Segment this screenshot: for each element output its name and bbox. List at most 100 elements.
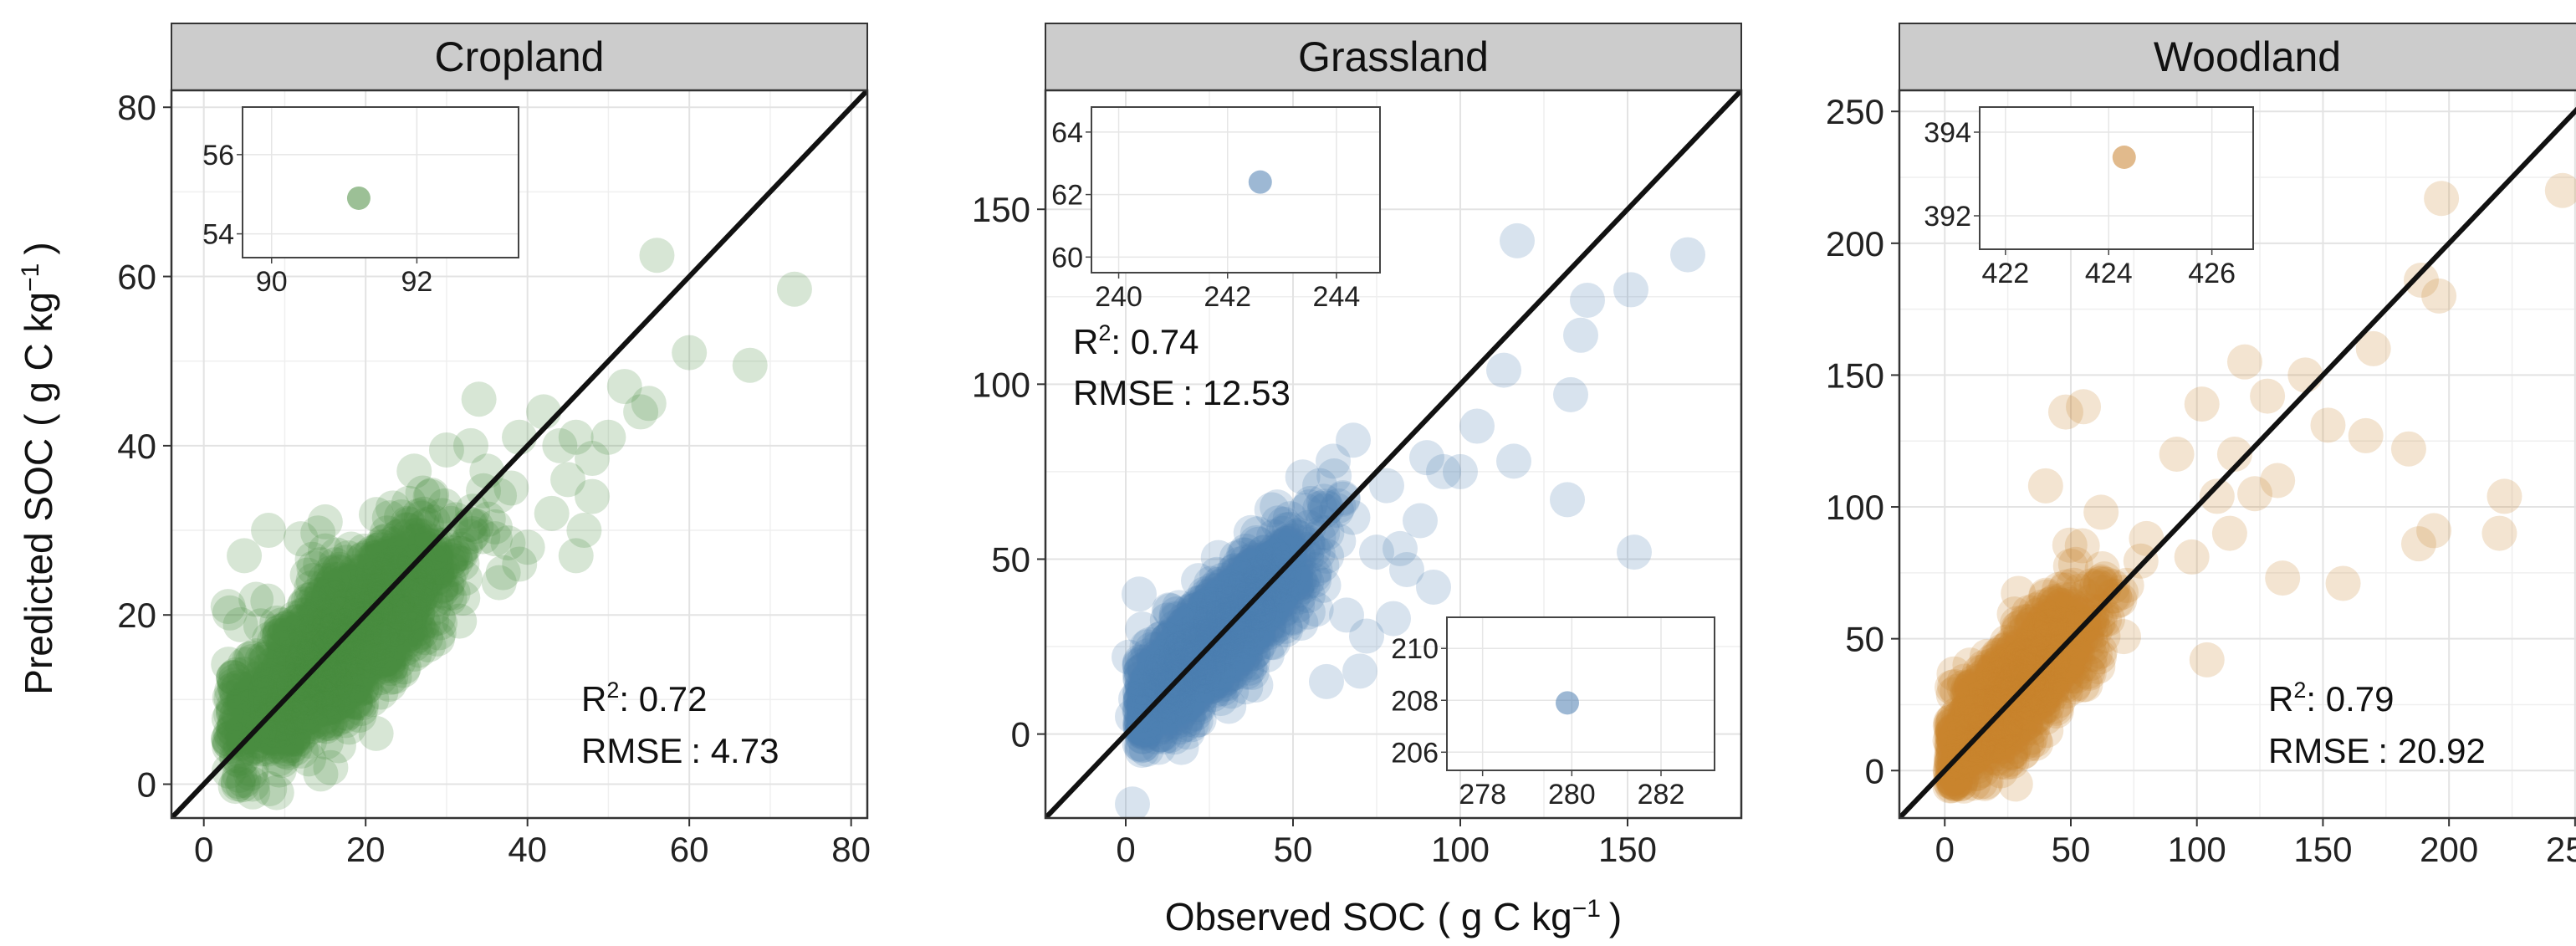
data-point xyxy=(373,597,409,633)
data-point xyxy=(1234,644,1270,680)
panel-title-grassland: Grassland xyxy=(1298,33,1489,80)
data-point xyxy=(330,587,366,623)
data-point xyxy=(1416,569,1451,605)
data-point xyxy=(1163,615,1199,651)
data-point xyxy=(294,541,330,577)
data-point xyxy=(299,611,335,647)
data-point xyxy=(381,643,417,679)
data-point xyxy=(251,720,287,756)
data-point xyxy=(442,603,478,639)
data-point xyxy=(376,542,412,578)
data-point xyxy=(406,526,442,562)
x-tick-label: 100 xyxy=(1431,830,1490,869)
data-point xyxy=(1230,611,1266,647)
data-point xyxy=(335,624,371,660)
data-point xyxy=(1409,440,1444,476)
data-point xyxy=(291,696,327,732)
data-point xyxy=(392,565,428,601)
data-point xyxy=(229,681,265,717)
data-point xyxy=(1212,580,1248,616)
data-point xyxy=(355,626,391,662)
data-point xyxy=(341,698,377,734)
data-point xyxy=(360,609,396,645)
data-point xyxy=(294,689,330,725)
data-point xyxy=(1139,632,1175,667)
data-point xyxy=(355,643,391,679)
data-point xyxy=(309,626,345,662)
data-point xyxy=(350,558,386,594)
data-point xyxy=(279,655,314,691)
data-point xyxy=(322,661,358,697)
data-point xyxy=(344,669,380,705)
data-point xyxy=(211,647,247,683)
data-point xyxy=(316,570,352,606)
data-point xyxy=(316,688,352,724)
data-point xyxy=(326,661,362,697)
data-point xyxy=(438,543,474,579)
data-point xyxy=(266,646,302,682)
data-point xyxy=(1215,575,1251,611)
data-point xyxy=(273,639,309,675)
data-point xyxy=(295,638,331,674)
data-point xyxy=(1127,672,1163,708)
data-point xyxy=(1190,607,1226,643)
data-point xyxy=(354,584,390,620)
data-point xyxy=(274,630,310,666)
y-tick-label: 50 xyxy=(1845,620,1884,659)
data-point xyxy=(212,729,248,764)
data-point xyxy=(346,574,382,610)
data-point xyxy=(326,658,362,694)
data-point xyxy=(606,369,642,405)
data-point xyxy=(417,555,453,591)
data-point xyxy=(338,618,374,654)
data-point xyxy=(363,554,399,590)
data-point xyxy=(465,519,501,555)
data-point xyxy=(732,347,768,383)
data-point xyxy=(317,580,353,616)
data-point xyxy=(348,607,384,643)
data-point xyxy=(365,614,401,650)
data-point xyxy=(388,609,424,645)
data-point xyxy=(1214,638,1250,674)
data-point xyxy=(376,611,412,647)
data-point xyxy=(318,665,354,701)
data-point xyxy=(405,605,441,641)
data-point xyxy=(243,608,279,644)
data-point xyxy=(282,636,318,672)
data-point xyxy=(382,591,418,626)
data-point xyxy=(1163,696,1199,732)
data-point xyxy=(2088,566,2124,602)
data-point xyxy=(401,611,437,647)
data-point xyxy=(435,534,471,570)
data-point xyxy=(423,573,459,609)
data-point xyxy=(2211,515,2247,551)
data-point xyxy=(339,640,375,676)
data-point xyxy=(340,667,376,703)
data-point xyxy=(308,616,344,652)
data-point xyxy=(253,664,289,700)
data-point xyxy=(310,591,346,627)
data-point xyxy=(417,560,453,596)
data-point xyxy=(364,602,400,638)
data-point xyxy=(295,647,331,683)
data-point xyxy=(298,685,334,721)
data-point xyxy=(289,614,325,650)
data-point xyxy=(335,642,371,678)
data-point xyxy=(1237,585,1273,621)
data-point xyxy=(381,550,417,586)
inset-y-tick-label: 64 xyxy=(1051,117,1083,149)
data-point xyxy=(1193,662,1229,698)
data-point xyxy=(290,684,326,720)
data-point xyxy=(1235,592,1271,628)
data-point xyxy=(347,624,383,660)
data-point xyxy=(1197,609,1233,645)
data-point xyxy=(358,497,394,533)
data-point xyxy=(308,533,344,569)
data-point xyxy=(268,655,304,691)
data-point xyxy=(294,640,330,676)
data-point xyxy=(281,698,317,734)
data-point xyxy=(342,655,378,691)
data-point xyxy=(358,539,394,575)
data-point xyxy=(1376,601,1411,637)
data-point xyxy=(343,616,379,652)
